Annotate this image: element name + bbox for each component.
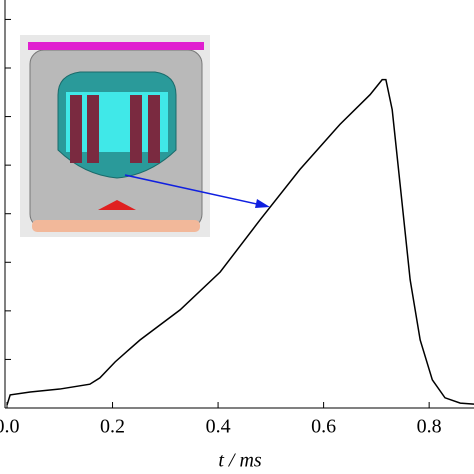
x-tick-label: 0.8 <box>417 416 442 438</box>
data-line <box>6 78 474 406</box>
arrow-line <box>124 174 267 207</box>
bottom-plate <box>32 220 200 232</box>
rod <box>70 95 82 163</box>
x-tick-label: 0.4 <box>206 416 231 438</box>
top-plate <box>28 42 204 50</box>
rod <box>87 95 99 163</box>
rod <box>130 95 142 163</box>
x-axis-label: t / ms <box>218 450 262 472</box>
inset-diagram <box>20 35 270 237</box>
x-tick-label: 0.2 <box>100 416 125 438</box>
rod <box>148 95 160 163</box>
marker <box>98 200 136 210</box>
x-tick-label: 0.6 <box>311 416 336 438</box>
arrow-head <box>255 199 270 208</box>
x-tick-label: 0.0 <box>0 416 20 438</box>
